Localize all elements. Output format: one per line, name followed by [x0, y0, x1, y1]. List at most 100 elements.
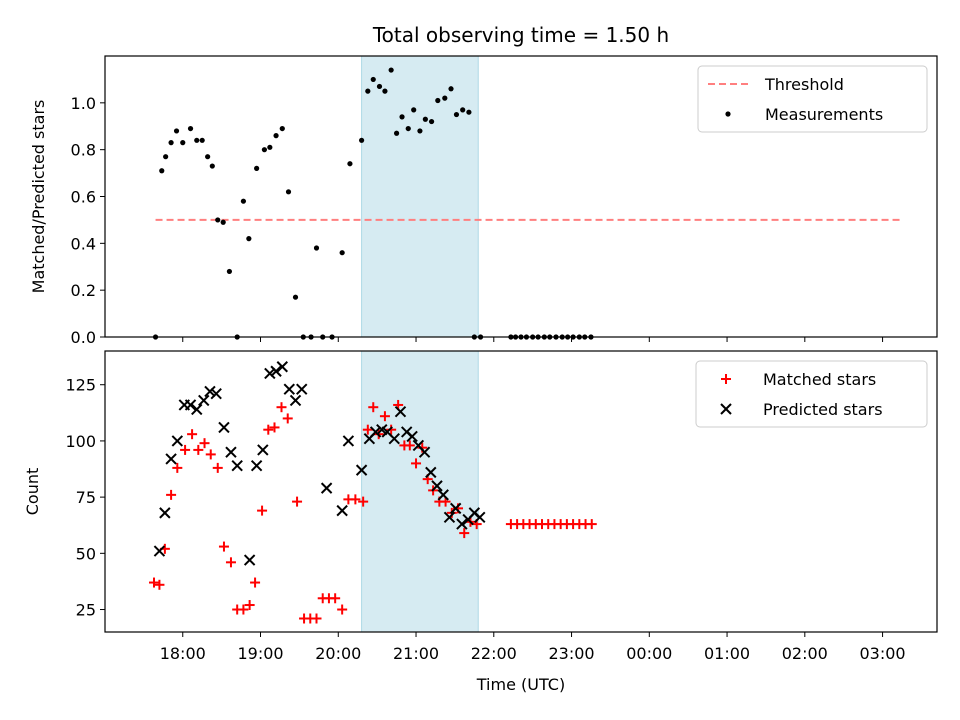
predicted-star-point [153, 545, 166, 557]
cross-stroke-b [320, 482, 333, 494]
cross-stroke-b [218, 421, 230, 434]
measurement-point [453, 111, 460, 118]
legend-matched-label: Matched stars [763, 370, 876, 389]
predicted-star-point [264, 367, 276, 380]
measurement-point [187, 125, 194, 132]
bottom-xtick-label: 18:00 [160, 644, 206, 663]
predicted-star-point [276, 361, 288, 373]
measurement-point [370, 76, 376, 83]
cross-stroke-b [198, 394, 210, 407]
cross-stroke-b [250, 459, 263, 472]
measurement-point [199, 137, 205, 143]
predicted-star-point [283, 383, 295, 395]
bottom-ylabel: Count [23, 468, 42, 516]
matched-star-point [379, 411, 390, 422]
measurement-point [279, 125, 285, 132]
bottom-xtick-label: 20:00 [315, 644, 361, 663]
cross-stroke-b [289, 394, 302, 407]
measurement-point [246, 236, 252, 242]
bottom-xtick-label: 03:00 [860, 644, 906, 663]
predicted-star-point [225, 446, 237, 458]
cross-stroke-b [449, 502, 462, 515]
predicted-star-point [296, 383, 308, 395]
cross-stroke-b [270, 365, 282, 377]
top-ylabel: Matched/Predicted stars [29, 100, 48, 294]
matched-star-point [218, 541, 229, 552]
legend-matched-swatch [721, 374, 731, 384]
predicted-star-point [437, 489, 449, 501]
matched-star-point [282, 413, 293, 424]
measurement-point [399, 114, 405, 120]
cross-stroke-b [184, 399, 197, 411]
legend-measurements-swatch [725, 111, 731, 117]
bottom-ytick-label: 75 [76, 488, 96, 507]
bottom-xtick-label: 02:00 [782, 644, 828, 663]
measurement-point [460, 107, 466, 113]
matched-star-point [269, 422, 280, 433]
measurement-point [428, 118, 435, 125]
measurement-point [168, 140, 174, 146]
cross-stroke-b [276, 361, 288, 373]
predicted-star-point [198, 394, 210, 407]
bottom-xtick-label: 19:00 [237, 644, 283, 663]
matched-star-point [193, 444, 204, 455]
predicted-star-point [443, 511, 456, 524]
measurement-point [254, 165, 260, 171]
predicted-star-point [431, 480, 443, 492]
cross-stroke-b [159, 507, 171, 519]
measurement-point [466, 109, 472, 115]
bottom-xtick-label: 22:00 [471, 644, 517, 663]
bottom-ytick-label: 50 [76, 544, 96, 563]
cross-stroke-b [418, 446, 431, 458]
measurement-point [358, 137, 365, 143]
cross-stroke-b [474, 511, 486, 524]
matched-star-point [311, 613, 322, 624]
cross-stroke-b [210, 388, 222, 400]
top-legend-box [697, 65, 928, 133]
cross-stroke-b [388, 432, 400, 445]
cross-stroke-b [171, 435, 184, 447]
top-ytick-label: 0.8 [71, 141, 96, 160]
cross-stroke-b [376, 423, 388, 436]
matched-star-point [205, 449, 216, 460]
matched-star-point [212, 462, 223, 473]
matched-star-point [386, 424, 397, 435]
predicted-star-point [342, 435, 355, 447]
legend-predicted-label: Predicted stars [763, 400, 883, 419]
measurement-point [159, 168, 165, 174]
predicted-star-point [159, 507, 171, 519]
measurement-point [448, 86, 454, 92]
matched-star-point [586, 519, 597, 530]
matched-star-point [148, 577, 159, 588]
measurement-point [417, 128, 423, 134]
cross-stroke-b [191, 403, 203, 416]
matched-star-point [411, 458, 422, 469]
top-ytick-label: 0.2 [71, 281, 96, 300]
measurement-point [194, 137, 200, 143]
measurement-point [240, 198, 247, 204]
predicted-star-point [289, 394, 302, 407]
predicted-star-point [336, 504, 348, 517]
measurement-point [442, 95, 448, 101]
top-panel: 0.0 0.2 0.4 0.6 0.8 1.0 Matched/Predicted star… [29, 55, 938, 347]
predicted-star-point [369, 426, 382, 438]
cross-stroke-b [355, 464, 368, 476]
predicted-star-point [250, 459, 263, 472]
matched-star-point [180, 444, 191, 455]
cross-stroke-b [425, 466, 437, 479]
matched-star-point [350, 494, 361, 505]
bottom-xtick-label: 21:00 [393, 644, 439, 663]
predicted-star-point [474, 511, 486, 524]
cross-stroke-b [437, 489, 449, 501]
top-ytick-label: 0.6 [71, 188, 96, 207]
matched-star-point [276, 402, 287, 413]
predicted-star-point [231, 459, 243, 472]
bottom-xlabel: Time (UTC) [476, 675, 565, 694]
predicted-star-point [425, 466, 437, 479]
matched-star-point [238, 604, 249, 615]
measurement-point [411, 107, 417, 113]
legend-threshold-label: Threshold [764, 75, 844, 94]
legend-predicted-swatch [720, 403, 732, 415]
predicted-star-point [184, 399, 197, 411]
